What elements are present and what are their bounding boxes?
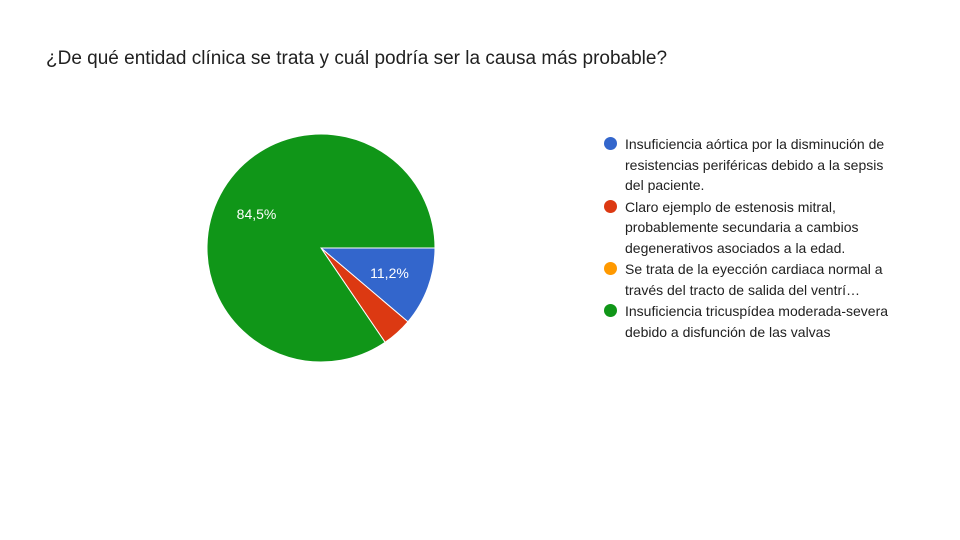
legend-label-aortic: Insuficiencia aórtica por la disminución… <box>625 136 885 193</box>
slice-label-tricuspid: 84,5% <box>237 206 277 222</box>
chart-title: ¿De qué entidad clínica se trata y cuál … <box>46 48 668 69</box>
legend-label-normal-ejection: Se trata de la eyección cardiaca normal … <box>625 261 883 298</box>
pie-slice-tricuspid[interactable] <box>206 133 436 363</box>
legend-label-tricuspid: Insuficiencia tricuspídea moderada-sever… <box>625 303 889 340</box>
pie-slice-aortic[interactable] <box>319 247 436 323</box>
slice-label-aortic: 11,2% <box>370 265 409 281</box>
legend-item-tricuspid[interactable]: Insuficiencia tricuspídea moderada-sever… <box>604 301 904 342</box>
legend-swatch-tricuspid <box>604 304 617 317</box>
legend-item-normal-ejection[interactable]: Se trata de la eyección cardiaca normal … <box>604 259 904 300</box>
legend-swatch-normal-ejection <box>604 262 617 275</box>
legend-swatch-aortic <box>604 137 617 150</box>
legend-item-mitral[interactable]: Claro ejemplo de estenosis mitral, proba… <box>604 197 904 259</box>
legend-item-aortic[interactable]: Insuficiencia aórtica por la disminución… <box>604 134 904 196</box>
legend-swatch-mitral <box>604 199 617 213</box>
legend-label-mitral: Claro ejemplo de estenosis mitral, proba… <box>625 198 859 256</box>
legend: Insuficiencia aórtica por la disminución… <box>604 134 904 343</box>
